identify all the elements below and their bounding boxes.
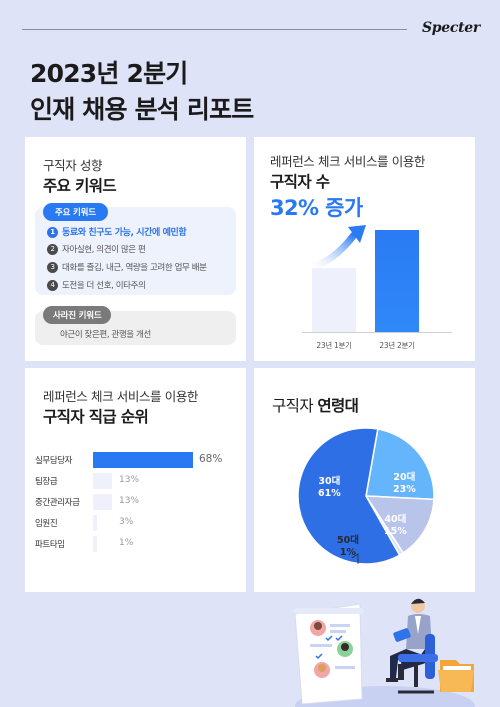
title-line-1: 2023년 2분기 [30,59,188,88]
header-rule [22,29,407,30]
rank-row: 실무담당자 68% [35,452,240,468]
person-with-documents-illustration [294,598,475,707]
chart-baseline [302,332,452,333]
keywords-big-title: 주요 키워드 [43,177,117,195]
keyword-number: 3 [47,262,58,273]
age-title: 구직자 연령대 [272,394,359,416]
bar-q1 [312,268,356,332]
slice-label-name: 50대 [337,535,359,546]
growth-big-title: 구직자 수 [270,173,330,191]
growth-small-title: 레퍼런스 체크 서비스를 이용한 [270,154,426,169]
pie-slice [297,427,401,565]
rank-row-value: 3% [119,517,134,527]
rank-row: 파트타임 1% [35,536,240,552]
slice-label-value: 23% [393,484,416,495]
rank-row-value: 1% [119,538,134,548]
rank-row-label: 중간관리자급 [35,498,80,508]
slice-label-name: 20대 [393,472,416,483]
age-title-bold: 연령대 [317,397,359,415]
slice-label-name: 30대 [318,476,341,487]
rank-row-label: 실무담당자 [35,456,73,466]
rank-row-value: 68% [198,453,223,465]
keywords-small-title: 구직자 성향 [43,158,103,173]
age-card: 구직자 연령대 30대 61% 20대 23% 40대 15% 50대 1% [254,368,475,592]
keywords-box [35,207,236,295]
slice-label-value: 61% [318,488,341,499]
pie-slice [364,495,435,554]
keyword-item-3: 3 대화를 즐김, 내근, 역량을 고려한 업무 배분 [47,261,207,273]
age-title-normal: 구직자 [272,397,314,415]
rank-bar [93,473,113,489]
keyword-number: 2 [47,244,58,255]
slice-label-20s: 20대 23% [393,472,416,496]
rank-small-title: 레퍼런스 체크 서비스를 이용한 [43,389,199,404]
rank-row-value: 13% [119,496,140,506]
keyword-text: 동료와 친구도 가능, 시간에 예민함 [62,228,187,238]
bar-label-q2: 23년 2분기 [379,341,415,350]
brand-logo: Specter [422,20,480,36]
rank-row-value: 13% [119,475,140,485]
growth-arrow-icon [310,225,366,271]
rank-row: 임원진 3% [35,515,240,531]
rank-bar [93,515,98,531]
rank-bar [93,536,97,552]
rank-row-label: 임원진 [35,519,58,529]
rank-row-label: 파트타임 [35,540,65,550]
bar-label-q1: 23년 1분기 [316,341,352,350]
growth-highlight: 32% 증가 [270,196,363,220]
keyword-number: 1 [47,227,58,238]
title-line-2: 인재 채용 분석 리포트 [30,95,254,124]
keywords-card: 구직자 성향 주요 키워드 주요 키워드 1 동료와 친구도 가능, 시간에 예민… [25,137,246,361]
slice-label-30s: 30대 61% [318,476,341,500]
slice-label-50s: 50대 1% [337,535,359,559]
keyword-item-2: 2 자아실현, 의견이 많은 편 [47,243,146,255]
gone-keyword-badge: 사라진 키워드 [43,306,112,324]
slice-leader-line [351,553,359,564]
rank-big-title: 구직자 직급 순위 [43,408,149,426]
slice-label-40s: 40대 15% [384,514,407,538]
rank-bar [93,494,113,510]
main-keyword-badge: 주요 키워드 [43,203,108,221]
keyword-item-1: 1 동료와 친구도 가능, 시간에 예민함 [47,225,187,238]
keyword-item-4: 4 도전을 더 선호, 이타주의 [47,279,146,291]
keyword-text: 자아실현, 의견이 많은 편 [62,245,146,255]
bar-q2 [375,230,419,332]
rank-row: 중간관리자급 13% [35,494,240,510]
slice-label-value: 15% [384,526,407,537]
keyword-text: 도전을 더 선호, 이타주의 [62,281,146,291]
rank-row-label: 팀장급 [35,477,58,487]
age-pie-chart [297,427,435,565]
page-title: 2023년 2분기 인재 채용 분석 리포트 [30,56,254,128]
keyword-text: 대화를 즐김, 내근, 역량을 고려한 업무 배분 [62,263,207,273]
pie-slice [365,428,435,501]
slice-label-value: 1% [339,547,357,558]
gone-keyword-text: 야근이 잦은편, 관행을 개선 [60,330,151,340]
growth-card: 레퍼런스 체크 서비스를 이용한 구직자 수 32% 증가 23년 1분기 23… [254,137,475,361]
slice-label-name: 40대 [384,514,407,525]
rank-row: 팀장급 13% [35,473,240,489]
rank-bar [93,452,193,468]
keyword-number: 4 [47,280,58,291]
rank-card: 레퍼런스 체크 서비스를 이용한 구직자 직급 순위 실무담당자 68% 팀장급 13… [25,368,246,592]
